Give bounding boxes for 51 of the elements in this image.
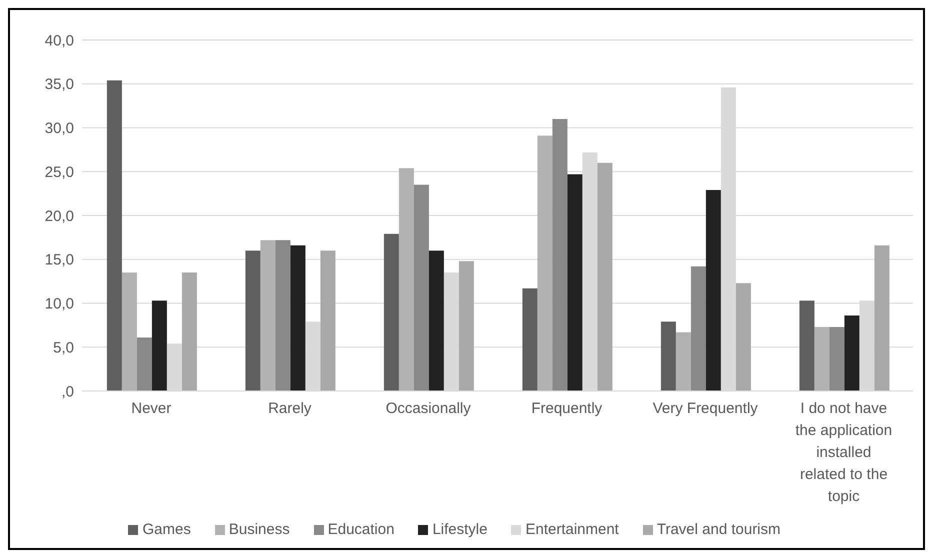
x-tick-label: I do not have the application installed related to the topic xyxy=(795,400,892,505)
bar xyxy=(597,162,612,391)
legend-label: Entertainment xyxy=(525,521,619,538)
bar xyxy=(320,250,336,391)
bar xyxy=(136,337,152,391)
bar xyxy=(290,245,306,391)
legend-label: Business xyxy=(228,521,290,538)
bar xyxy=(552,118,568,391)
y-tick-label: 25,0 xyxy=(44,164,74,181)
y-tick-label: 5,0 xyxy=(53,339,74,356)
bar xyxy=(398,168,414,391)
bar xyxy=(537,136,552,391)
bar xyxy=(152,300,167,391)
bar xyxy=(706,190,721,391)
bar xyxy=(814,326,830,391)
y-tick-label: 15,0 xyxy=(44,252,74,269)
x-tick-label: Occasionally xyxy=(386,400,472,417)
legend-label: Games xyxy=(142,521,191,538)
y-tick-label: 30,0 xyxy=(44,120,74,138)
y-tick-label: 10,0 xyxy=(44,296,74,313)
bar xyxy=(122,272,137,391)
bar xyxy=(245,250,260,391)
bar xyxy=(384,234,399,391)
bar xyxy=(567,174,582,391)
bar xyxy=(260,240,276,391)
x-tick-label: Never xyxy=(131,400,172,417)
x-tick-label: Rarely xyxy=(268,400,312,417)
y-tick-label: 35,0 xyxy=(44,76,74,94)
bar xyxy=(414,184,429,391)
bar xyxy=(182,272,197,391)
x-tick-label: Frequently xyxy=(531,400,603,417)
bar xyxy=(874,245,890,391)
y-tick-label: ,0 xyxy=(61,383,74,400)
bar xyxy=(458,261,474,391)
legend-label: Travel and tourism xyxy=(656,521,781,538)
x-tick-label: Very Frequently xyxy=(652,400,758,417)
bar xyxy=(799,300,814,391)
bar xyxy=(660,322,676,391)
bar xyxy=(106,80,122,391)
bar xyxy=(736,283,751,391)
bar xyxy=(844,316,860,391)
legend-label: Education xyxy=(328,521,394,538)
y-tick-label: 40,0 xyxy=(44,32,74,50)
y-tick-label: 20,0 xyxy=(44,208,74,225)
bar xyxy=(275,240,290,391)
bar xyxy=(690,266,706,391)
bar xyxy=(829,326,844,391)
bar xyxy=(522,288,538,391)
bar xyxy=(676,332,691,391)
legend-label: Lifestyle xyxy=(432,521,488,538)
bar xyxy=(428,250,444,391)
